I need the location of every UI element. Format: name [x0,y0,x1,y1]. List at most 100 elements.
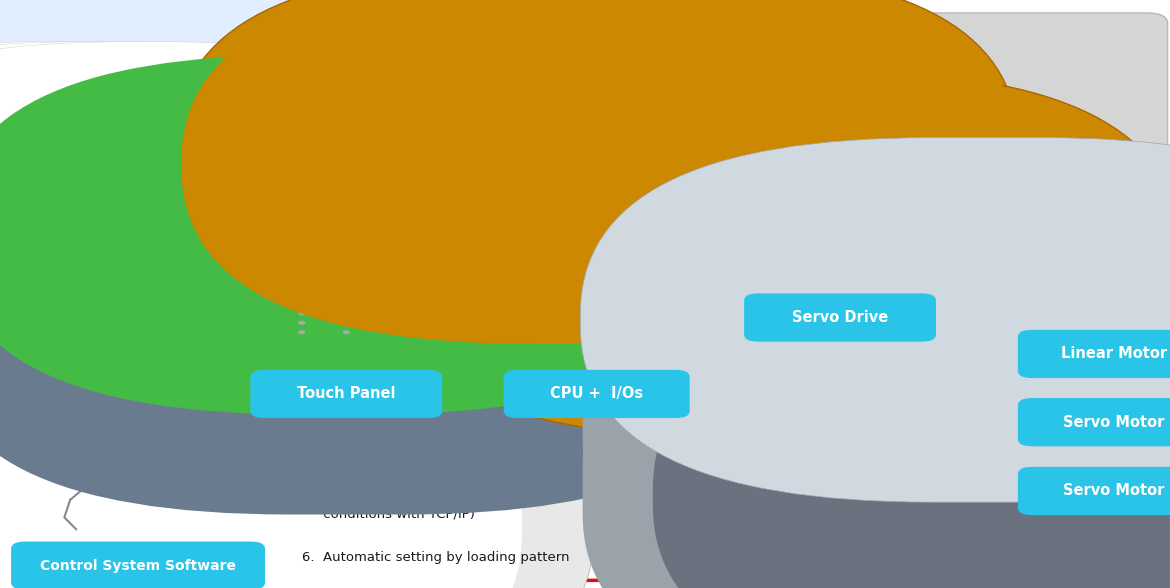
FancyBboxPatch shape [12,22,268,560]
FancyBboxPatch shape [0,42,516,405]
FancyBboxPatch shape [0,0,466,306]
FancyBboxPatch shape [0,42,427,405]
Text: 1)  Control System Constitution: 1) Control System Constitution [696,59,940,73]
Ellipse shape [387,302,394,306]
FancyBboxPatch shape [176,375,241,399]
Ellipse shape [298,312,305,315]
Ellipse shape [343,312,350,315]
FancyBboxPatch shape [176,472,241,496]
FancyBboxPatch shape [140,153,183,171]
FancyBboxPatch shape [281,225,412,302]
FancyBboxPatch shape [198,0,910,344]
Ellipse shape [298,321,305,325]
Ellipse shape [298,302,305,306]
FancyBboxPatch shape [246,0,958,344]
Text: Servo Drive: Servo Drive [792,310,888,325]
Ellipse shape [343,330,350,334]
FancyBboxPatch shape [0,0,600,308]
FancyBboxPatch shape [0,68,516,431]
FancyBboxPatch shape [250,370,442,418]
FancyBboxPatch shape [0,123,756,514]
FancyBboxPatch shape [580,138,1170,502]
Text: Control System Software: Control System Software [40,559,236,573]
Ellipse shape [298,330,305,334]
Text: Servo Motor: Servo Motor [1064,415,1164,430]
FancyBboxPatch shape [0,68,427,431]
FancyBboxPatch shape [0,0,600,352]
FancyBboxPatch shape [1018,398,1170,446]
FancyBboxPatch shape [176,407,241,431]
FancyBboxPatch shape [263,275,706,580]
Ellipse shape [318,144,374,179]
Text: Touch Panel: Touch Panel [297,386,395,402]
FancyBboxPatch shape [0,55,669,415]
FancyBboxPatch shape [923,386,1038,446]
FancyBboxPatch shape [0,0,591,391]
Text: CPU +  I/Os: CPU + I/Os [550,386,644,402]
FancyBboxPatch shape [777,272,803,422]
FancyBboxPatch shape [1018,467,1170,515]
FancyBboxPatch shape [176,439,241,463]
FancyBboxPatch shape [0,0,600,330]
FancyBboxPatch shape [0,81,427,444]
Text: AUTO: AUTO [153,137,170,142]
Text: STEP: STEP [154,159,168,164]
FancyBboxPatch shape [176,489,241,507]
FancyBboxPatch shape [140,175,183,190]
FancyBboxPatch shape [923,459,1038,520]
Ellipse shape [333,153,359,170]
FancyBboxPatch shape [11,542,264,588]
FancyBboxPatch shape [653,312,1170,588]
FancyBboxPatch shape [294,0,1006,344]
FancyBboxPatch shape [0,81,472,444]
FancyBboxPatch shape [278,0,990,344]
FancyBboxPatch shape [176,342,241,366]
Text: 2)  Linear Motor Control Algorithm: 2) Linear Motor Control Algorithm [696,150,962,164]
Text: 4.  Collision detection: 4. Collision detection [302,454,446,467]
Text: - Motion control and optimal tuning: - Motion control and optimal tuning [696,191,965,205]
Ellipse shape [387,330,394,334]
FancyBboxPatch shape [577,148,1170,533]
FancyBboxPatch shape [583,288,1170,588]
FancyBboxPatch shape [800,284,831,422]
FancyBboxPatch shape [503,370,690,418]
FancyBboxPatch shape [310,0,1023,344]
FancyBboxPatch shape [140,131,183,149]
FancyBboxPatch shape [0,68,472,431]
Text: Functions of Intelligent Control System: Functions of Intelligent Control System [302,306,627,321]
FancyBboxPatch shape [753,260,779,422]
Ellipse shape [262,138,431,344]
FancyBboxPatch shape [653,232,1170,588]
Text: 6/5: 6/5 [338,309,355,320]
FancyBboxPatch shape [524,143,669,269]
FancyBboxPatch shape [0,0,600,243]
FancyBboxPatch shape [0,55,472,418]
FancyBboxPatch shape [229,0,942,344]
Text: Linear Motor: Linear Motor [1061,346,1166,362]
FancyBboxPatch shape [176,0,1018,335]
FancyBboxPatch shape [0,47,600,419]
FancyBboxPatch shape [384,71,1170,438]
FancyBboxPatch shape [0,69,600,442]
FancyBboxPatch shape [652,13,1168,284]
Text: 1.  Teaching, visu animation drawing: 1. Teaching, visu animation drawing [302,339,546,352]
FancyBboxPatch shape [0,144,594,588]
FancyBboxPatch shape [0,55,427,418]
FancyBboxPatch shape [29,47,249,273]
FancyBboxPatch shape [571,179,1170,547]
Text: 3.  Prohibited area setting: 3. Prohibited area setting [302,416,475,429]
FancyBboxPatch shape [0,2,600,375]
FancyBboxPatch shape [744,293,936,342]
Ellipse shape [387,321,394,325]
Text: 6.  Automatic setting by loading pattern: 6. Automatic setting by loading pattern [302,551,570,564]
FancyBboxPatch shape [1018,330,1170,378]
Ellipse shape [343,302,350,306]
Ellipse shape [387,312,394,315]
Ellipse shape [343,321,350,325]
FancyBboxPatch shape [262,0,975,344]
FancyBboxPatch shape [732,246,756,422]
FancyBboxPatch shape [0,42,472,405]
Text: 2.  Interpolation and pass: 2. Interpolation and pass [302,377,473,390]
FancyBboxPatch shape [0,81,516,444]
FancyBboxPatch shape [0,121,600,491]
